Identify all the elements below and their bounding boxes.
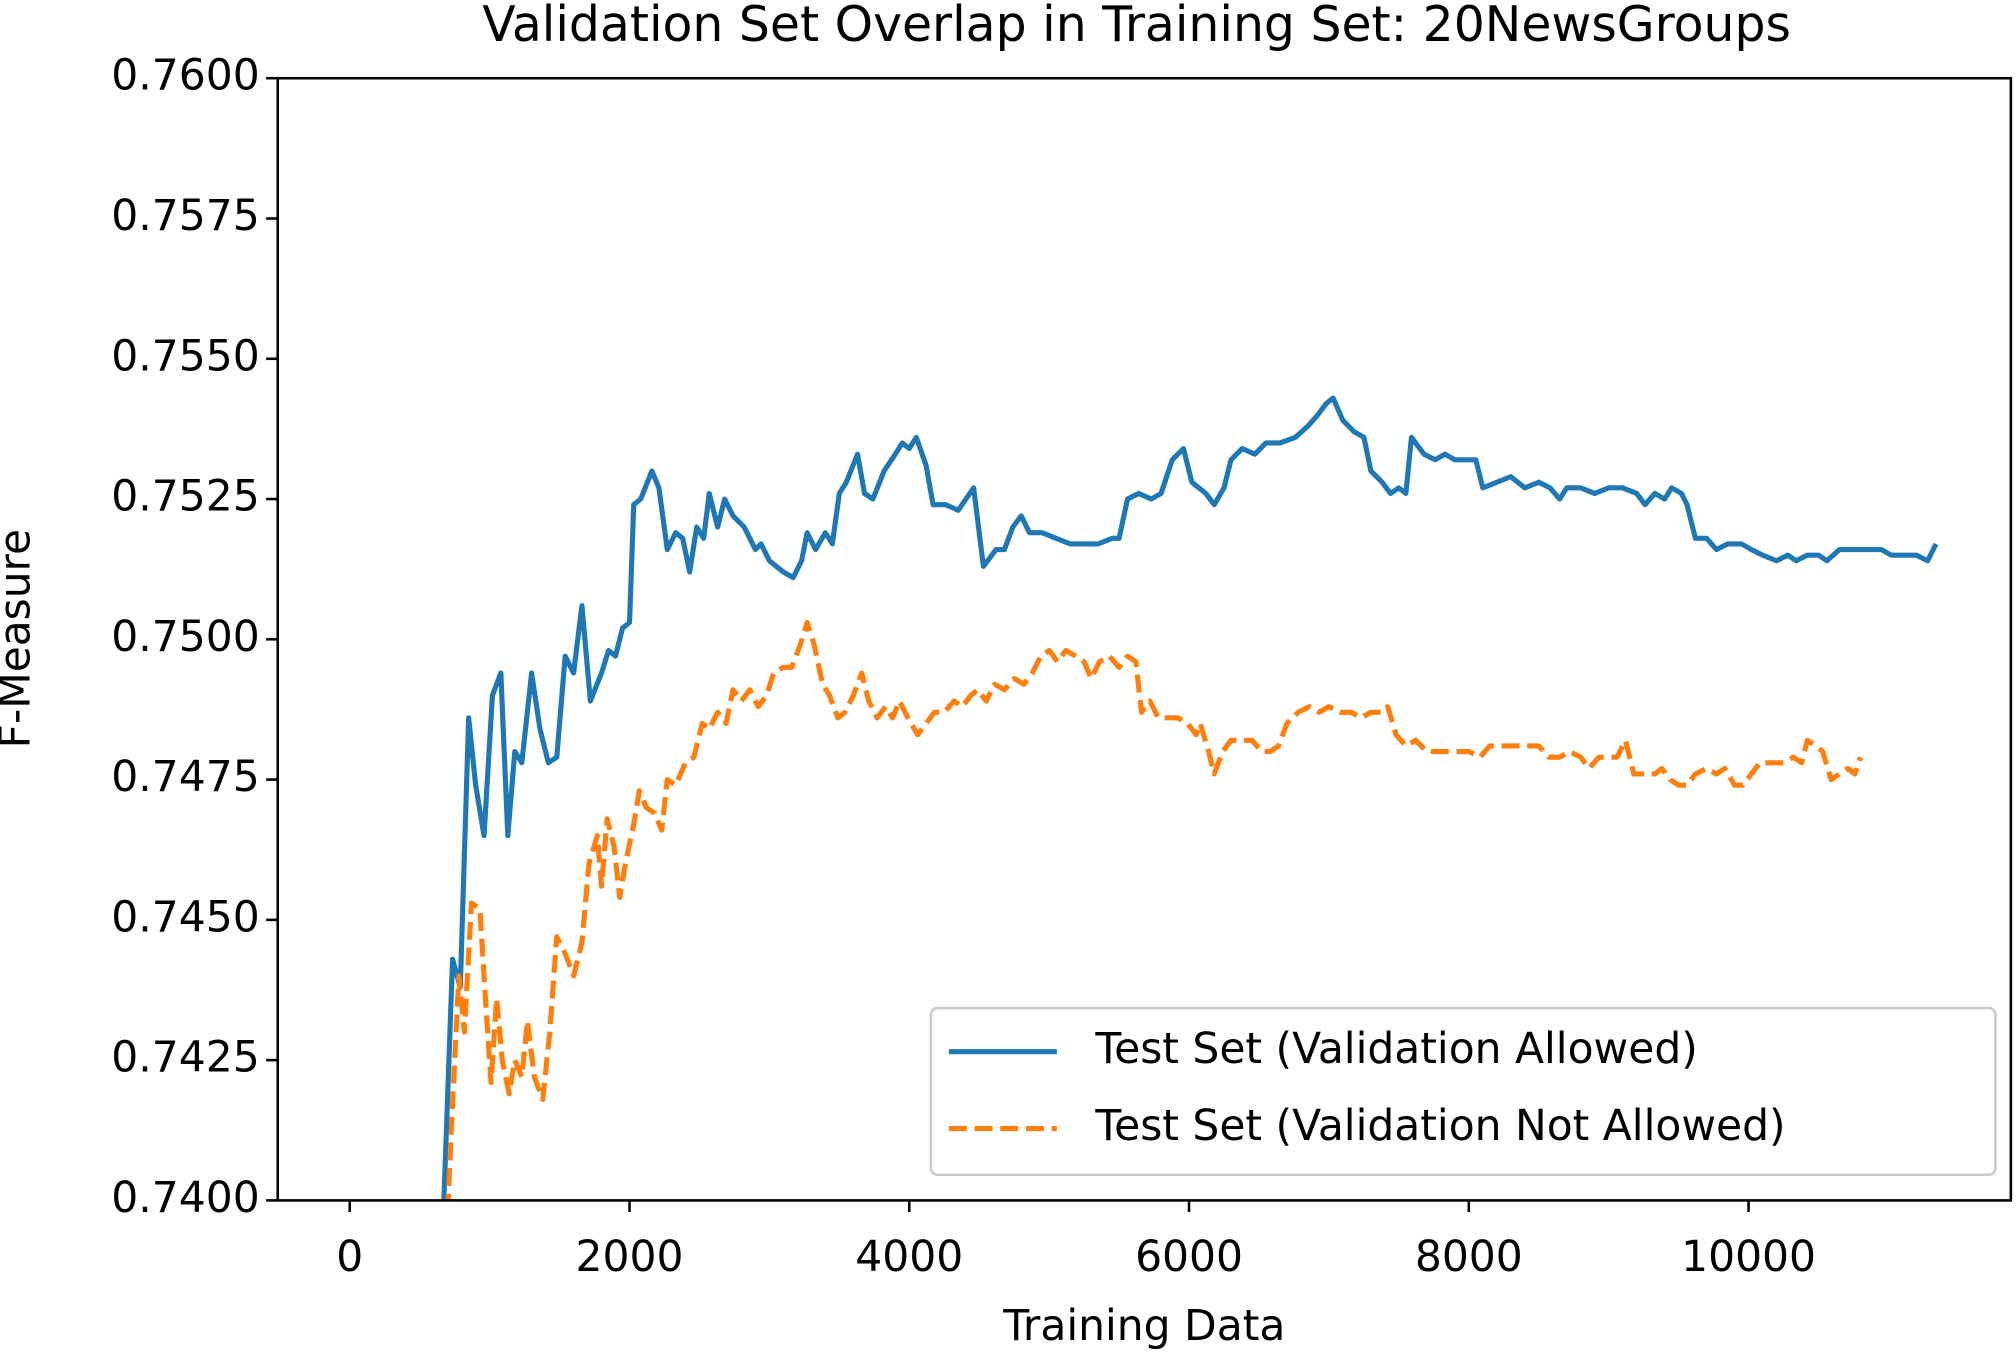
y-tick-label: 0.7400 [111,1173,259,1222]
y-tick-label: 0.7450 [111,892,259,941]
legend-box [929,1006,1997,1177]
x-tick-label: 0 [336,1232,363,1281]
y-tick-label: 0.7575 [111,191,259,240]
x-tick-label: 8000 [1415,1232,1523,1281]
x-tick-label: 10000 [1681,1232,1816,1281]
legend-label: Test Set (Validation Not Allowed) [1094,1101,1785,1150]
x-axis-label: Training Data [1002,1301,1285,1350]
data-line [445,619,1863,1201]
y-axis-label: F-Measure [0,529,40,748]
legend-label: Test Set (Validation Allowed) [1094,1024,1697,1073]
y-tick-label: 0.7500 [111,612,259,661]
data-line [441,395,1939,1201]
y-tick-label: 0.7425 [111,1033,259,1082]
y-tick-label: 0.7525 [111,472,259,521]
x-tick-label: 6000 [1135,1232,1243,1281]
y-tick-label: 0.7600 [111,51,259,100]
chart-title: Validation Set Overlap in Training Set: … [482,0,1791,53]
x-tick-label: 4000 [855,1232,963,1281]
x-tick-label: 2000 [576,1232,684,1281]
plot-area [441,395,1939,1201]
y-tick-label: 0.7550 [111,331,259,380]
y-tick-label: 0.7475 [111,752,259,801]
